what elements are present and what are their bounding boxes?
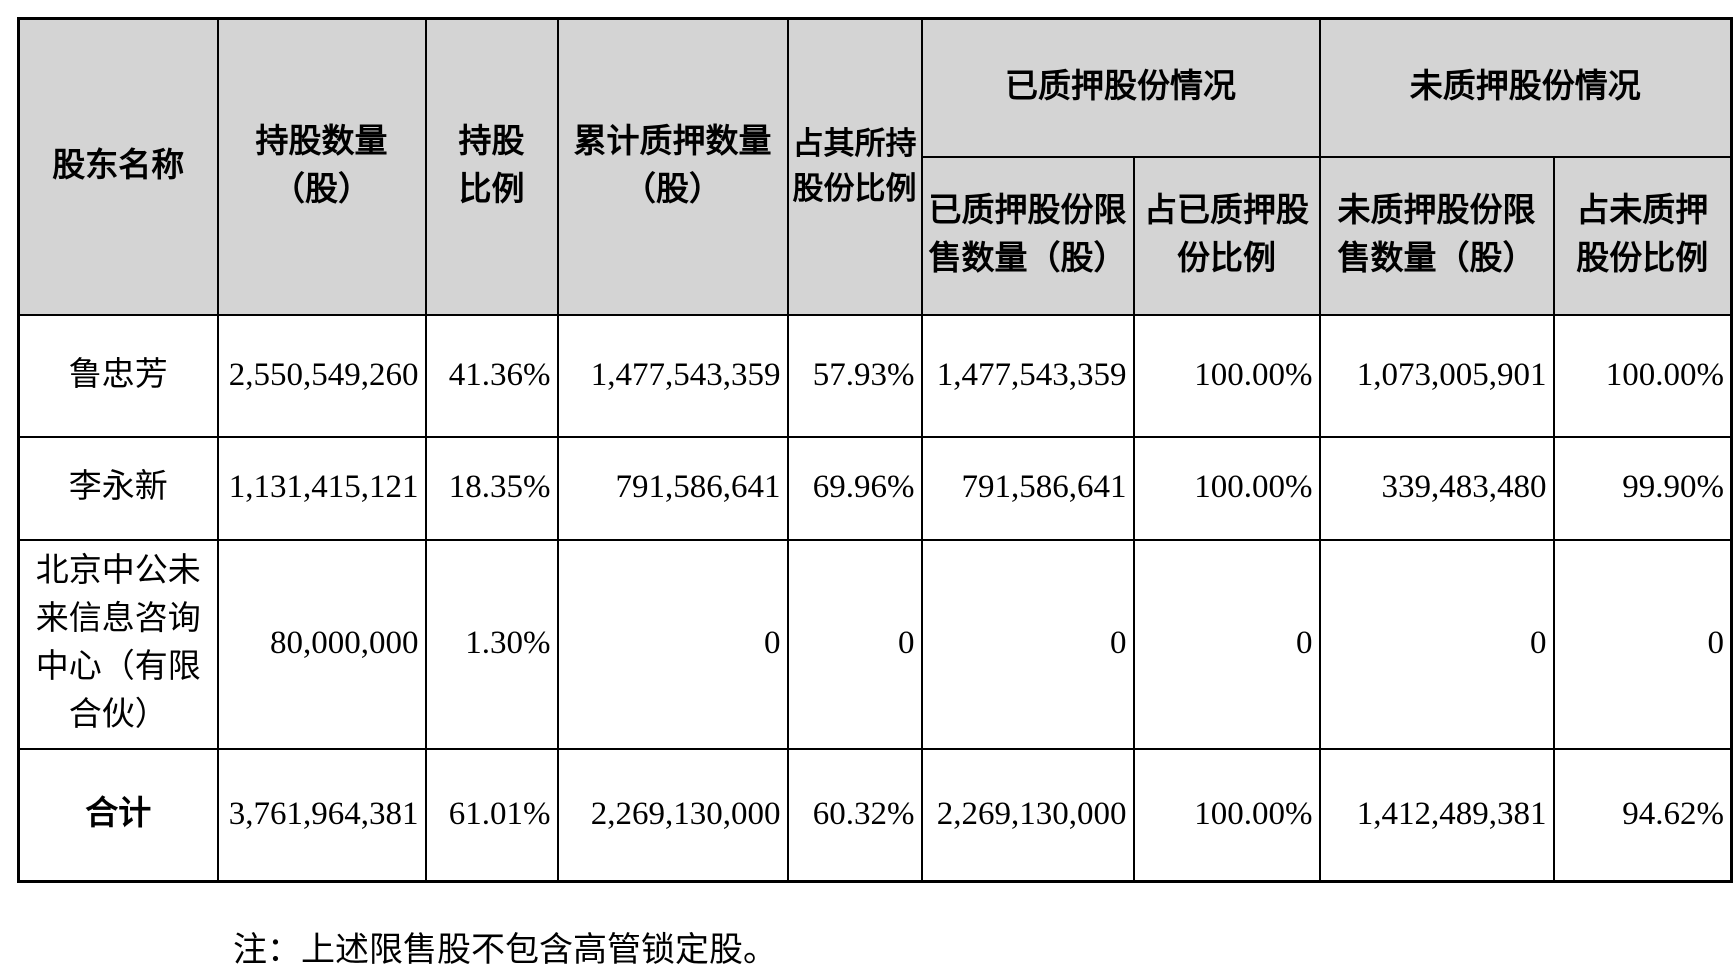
cell-pledged-restricted: 791,586,641: [920, 435, 1135, 541]
col-header-holding-ratio: 持股 比例: [424, 17, 559, 316]
col-header-shares-held: 持股数量 （股）: [216, 17, 427, 316]
cell-pct-of-pledged: 100.00%: [1132, 313, 1321, 438]
cell-shares-held: 1,131,415,121: [216, 435, 427, 541]
col-header-unpledged-restricted: 未质押股份限 售数量（股）: [1318, 155, 1555, 316]
cell-pledged-restricted: 1,477,543,359: [920, 313, 1135, 438]
cell-pct-of-shares-held: 69.96%: [786, 435, 923, 541]
cell-unpledged-restricted: 1,412,489,381: [1318, 747, 1555, 883]
cell-unpledged-restricted: 0: [1318, 538, 1555, 750]
table-row: 北京中公未来信息咨询中心（有限合伙） 80,000,000 1.30% 0 0 …: [17, 538, 1733, 750]
group-header-pledged: 已质押股份情况: [920, 17, 1321, 158]
cell-pct-of-unpledged: 100.00%: [1552, 313, 1733, 438]
share-pledge-table: 股东名称 持股数量 （股） 持股 比例 累计质押数量 （股） 占其所持 股份比例…: [17, 17, 1733, 883]
cell-shares-held: 3,761,964,381: [216, 747, 427, 883]
group-header-unpledged: 未质押股份情况: [1318, 17, 1733, 158]
cell-cumulative-pledged: 2,269,130,000: [556, 747, 789, 883]
cell-pct-of-pledged: 100.00%: [1132, 747, 1321, 883]
cell-pledged-restricted: 2,269,130,000: [920, 747, 1135, 883]
cell-pct-of-unpledged: 94.62%: [1552, 747, 1733, 883]
cell-cumulative-pledged: 791,586,641: [556, 435, 789, 541]
cell-shareholder-name: 李永新: [17, 435, 219, 541]
cell-pct-of-unpledged: 0: [1552, 538, 1733, 750]
cell-shares-held: 80,000,000: [216, 538, 427, 750]
col-header-shareholder: 股东名称: [17, 17, 219, 316]
cell-pct-of-shares-held: 60.32%: [786, 747, 923, 883]
cell-pledged-restricted: 0: [920, 538, 1135, 750]
table-footnote: 注：上述限售股不包含高管锁定股。: [233, 932, 777, 969]
cell-pct-of-pledged: 0: [1132, 538, 1321, 750]
cell-pct-of-unpledged: 99.90%: [1552, 435, 1733, 541]
col-header-pct-of-unpledged: 占未质押 股份比例: [1552, 155, 1733, 316]
cell-shareholder-name: 鲁忠芳: [17, 313, 219, 438]
table-row: 李永新 1,131,415,121 18.35% 791,586,641 69.…: [17, 435, 1733, 541]
table-total-row: 合计 3,761,964,381 61.01% 2,269,130,000 60…: [17, 747, 1733, 883]
cell-total-label: 合计: [17, 747, 219, 883]
cell-holding-ratio: 1.30%: [424, 538, 559, 750]
cell-pct-of-shares-held: 57.93%: [786, 313, 923, 438]
col-header-pct-of-pledged: 占已质押股 份比例: [1132, 155, 1321, 316]
cell-unpledged-restricted: 1,073,005,901: [1318, 313, 1555, 438]
cell-pct-of-pledged: 100.00%: [1132, 435, 1321, 541]
cell-shares-held: 2,550,549,260: [216, 313, 427, 438]
col-header-cumulative-pledged: 累计质押数量 （股）: [556, 17, 789, 316]
cell-cumulative-pledged: 1,477,543,359: [556, 313, 789, 438]
header-sub-row: 已质押股份限 售数量（股） 占已质押股 份比例 未质押股份限 售数量（股） 占未…: [19, 155, 1733, 316]
table-row: 鲁忠芳 2,550,549,260 41.36% 1,477,543,359 5…: [17, 313, 1733, 438]
header-group-row: 股东名称 持股数量 （股） 持股 比例 累计质押数量 （股） 占其所持 股份比例…: [17, 17, 1733, 316]
cell-cumulative-pledged: 0: [556, 538, 789, 750]
col-header-pledged-restricted: 已质押股份限 售数量（股）: [920, 155, 1135, 316]
cell-holding-ratio: 18.35%: [424, 435, 559, 541]
col-header-pct-of-shares-held: 占其所持 股份比例: [786, 17, 923, 316]
cell-unpledged-restricted: 339,483,480: [1318, 435, 1555, 541]
cell-pct-of-shares-held: 0: [786, 538, 923, 750]
cell-shareholder-name: 北京中公未来信息咨询中心（有限合伙）: [17, 538, 219, 750]
cell-holding-ratio: 61.01%: [424, 747, 559, 883]
cell-holding-ratio: 41.36%: [424, 313, 559, 438]
